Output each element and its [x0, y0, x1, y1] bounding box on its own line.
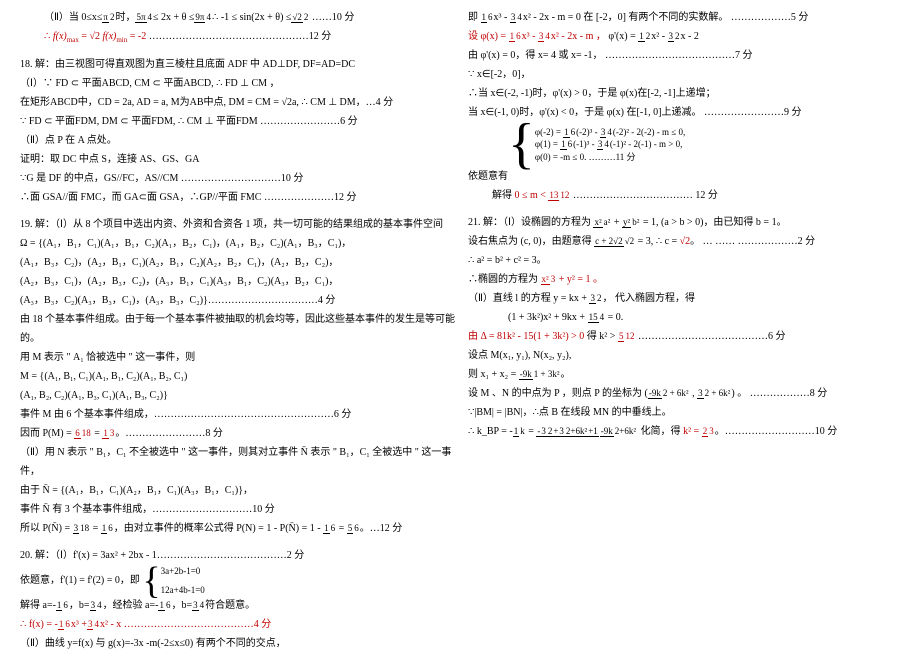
text-line: （Ⅱ）曲线 y=f(x) 与 g(x)=-3x -m(-2≤x≤0) 有两个不同… — [20, 634, 452, 653]
math-line: 设 φ(x) = 16x³ - 34x² - 2x - m ， φ'(x) = … — [468, 27, 900, 46]
math-line: 解得 0 ≤ m < 1312 ……………………………… 12 分 — [468, 186, 900, 205]
text-line: 设点 M(x₁, y₁), N(x₂, y₂), — [468, 346, 900, 365]
math-line: 即 16x³ - 34x² - 2x - m = 0 在 [-2，0] 有两个不… — [468, 8, 900, 27]
spacer — [468, 205, 900, 213]
text-line: (A₃，B₃，C₂)(A₃，B₃，C₁)，(A₃，B₃，C₂)}……………………… — [20, 291, 452, 310]
text-line: Ω = {(A₁，B₁，C₁)(A₁，B₁，C₂)(A₁，B₂，C₁)，(A₁，… — [20, 234, 452, 253]
math-line: 21. 解：（Ⅰ）设椭圆的方程为 x²a² + y²b² = 1, (a > b… — [468, 213, 900, 232]
text-line: （Ⅱ）用 N 表示 " B₁，C₁ 不全被选中 " 这一事件，则其对立事件 N̄… — [20, 443, 452, 462]
math-line: 设 M 、N 的中点为 P ，则点 P 的坐标为 (-9k2 + 6k² , 3… — [468, 384, 900, 403]
math-line: ∴椭圆的方程为 x²3 + y² = 1 。 — [468, 270, 900, 289]
text-line: 事件 M 由 6 个基本事件组成，………………………………………………6 分 — [20, 405, 452, 424]
text-line: (A₂，B₃，C₁)，(A₂，B₃，C₂)，(A₃，B₁，C₁)(A₃，B₁，C… — [20, 272, 452, 291]
math-line: 则 x₁ + x₂ = -9k1 + 3k²。 — [468, 365, 900, 384]
text-line: ∵G 是 DF 的中点，GS//FC，AS//CM …………………………10 分 — [20, 169, 452, 188]
text-line: 19. 解：（Ⅰ）从 8 个项目中选出内资、外资和合资各 1 项，共一切可能的结… — [20, 215, 452, 234]
spacer — [20, 47, 452, 55]
math-line: ∴ f(x) = -16x³ +34x² - x …………………………………4 … — [20, 615, 452, 634]
text-line: ∴当 x∈(-2, -1)时，φ'(x) > 0，于是 φ(x)在[-2, -1… — [468, 84, 900, 103]
text-line: 由 18 个基本事件组成。由于每一个基本事件被抽取的机会均等，因此这些基本事件的… — [20, 310, 452, 329]
text-line: 由 φ'(x) = 0，得 x= 4 或 x= -1， ………………………………… — [468, 46, 900, 65]
math-line: 在矩形ABCD中，CD = 2a, AD = a, M为AB中点, DM = C… — [20, 93, 452, 112]
text-line: (A₁, B₂, C₂)(A₁, B₃, C₁)(A₁, B₃, C₂)} — [20, 386, 452, 405]
math-line: 所以 P(N̄) = 318 = 16，由对立事件的概率公式得 P(N) = 1… — [20, 519, 452, 538]
math-line: 由 Δ = 81k² - 15(1 + 3k²) > 0 得 k² > 512 … — [468, 327, 900, 346]
spacer — [20, 538, 452, 546]
text-line: （Ⅰ）∵ FD ⊂ 平面ABCD, CM ⊂ 平面ABCD, ∴ FD ⊥ CM… — [20, 74, 452, 93]
math-line: 解得 a=-16，b=34，经检验 a=-16，b=34符合题意。 — [20, 596, 452, 615]
text-line: 证明：取 DC 中点 S，连接 AS、GS、GA — [20, 150, 452, 169]
text-line: M = {(A₁, B₁, C₁)(A₁, B₁, C₂)(A₁, B₂, C₁… — [20, 367, 452, 386]
math-line: ∴ f(x)max = √2 f(x)min = -2 ………………………………… — [20, 27, 452, 47]
math-line: 因而 P(M) = 618 = 13。……………………8 分 — [20, 424, 452, 443]
left-column: （Ⅱ）当 0≤x≤π2时，5π4≤ 2x + θ ≤9π4∴ -1 ≤ sin(… — [12, 8, 460, 642]
text-line: (A₁，B₃，C₂)，(A₂，B₁，C₁)(A₂，B₁，C₂)(A₂，B₂，C₁… — [20, 253, 452, 272]
math-line: (1 + 3k²)x² + 9kx + 154 = 0. — [468, 308, 900, 327]
right-column: 即 16x³ - 34x² - 2x - m = 0 在 [-2，0] 有两个不… — [460, 8, 908, 642]
text-line: 由于 N̄ = {(A₁，B₁，C₁)(A₂，B₁，C₁)(A₃，B₁，C₁)}… — [20, 481, 452, 500]
text-line: （Ⅱ）点 P 在 A 点处。 — [20, 131, 452, 150]
text-line: 20. 解：（Ⅰ）f'(x) = 3ax² + 2bx - 1………………………… — [20, 546, 452, 565]
math-block: { φ(-2) = 16(-2)³ - 34(-2)² - 2(-2) - m … — [468, 122, 900, 167]
text-line: ∴ a² = b² + c² = 3。 — [468, 251, 900, 270]
text-line: ∵|BM| = |BN|，∴点 B 在线段 MN 的中垂线上。 — [468, 403, 900, 422]
text-line: 18. 解：由三视图可得直观图为直三棱柱且底面 ADF 中 AD⊥DF, DF=… — [20, 55, 452, 74]
text-line: ∵ FD ⊂ 平面FDM, DM ⊂ 平面FDM, ∴ CM ⊥ 平面FDM …… — [20, 112, 452, 131]
spacer — [20, 207, 452, 215]
math-line: ∴ k_BP = -1k = -32+32+6k²+1-9k2+6k² 化简，得… — [468, 422, 900, 441]
math-line: （Ⅱ）直线 l 的方程 y = kx + 32， 代入椭圆方程，得 — [468, 289, 900, 308]
text-line: ∵ x∈[-2，0]， — [468, 65, 900, 84]
text-line: 事件 N̄ 有 3 个基本事件组成，…………………………10 分 — [20, 500, 452, 519]
math-line: （Ⅱ）当 0≤x≤π2时，5π4≤ 2x + θ ≤9π4∴ -1 ≤ sin(… — [20, 8, 452, 27]
text-line: 件， — [20, 462, 452, 481]
text-line: 依题意有 — [468, 167, 900, 186]
math-line: 依题意，f'(1) = f'(2) = 0，即 {3a+2b-1=012a+4b… — [20, 565, 452, 596]
text-line: 用 M 表示 " A₁ 恰被选中 " 这一事件，则 — [20, 348, 452, 367]
math-line: 设右焦点为 (c, 0)，由题意得 c + 2√2√2 = 3, ∴ c = √… — [468, 232, 900, 251]
text-line: 的。 — [20, 329, 452, 348]
text-line: ∴面 GSA//面 FMC，而 GA⊂面 GSA，∴GP//平面 FMC ………… — [20, 188, 452, 207]
